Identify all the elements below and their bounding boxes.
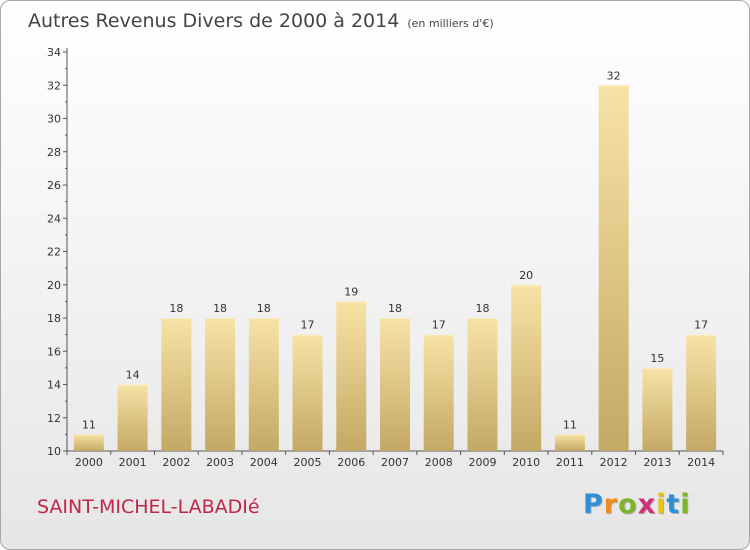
data-label: 15 <box>650 352 664 365</box>
y-tick-label: 16 <box>47 345 61 358</box>
data-label: 18 <box>475 302 489 315</box>
data-label: 20 <box>519 269 533 282</box>
bar <box>205 318 236 451</box>
logo-letter: r <box>603 489 619 520</box>
y-tick-label: 26 <box>47 179 61 192</box>
data-label: 11 <box>563 418 577 431</box>
data-label: 18 <box>213 302 227 315</box>
y-tick-label: 24 <box>47 212 61 225</box>
x-tick-label: 2009 <box>468 456 496 469</box>
logo-letter: t <box>666 489 681 520</box>
x-tick-label: 2011 <box>556 456 584 469</box>
x-tick-label: 2004 <box>250 456 278 469</box>
data-label: 18 <box>388 302 402 315</box>
data-label: 32 <box>607 69 621 82</box>
bar <box>642 367 673 451</box>
proxiti-logo: Proxiti <box>583 489 691 520</box>
bar <box>423 334 454 451</box>
x-tick-label: 2008 <box>425 456 453 469</box>
y-axis: 10 12 14 16 18 20 22 24 26 28 30 32 34 <box>47 46 68 458</box>
chart-title-block: Autres Revenus Divers de 2000 à 2014 (en … <box>28 10 494 32</box>
bar <box>554 434 585 451</box>
y-tick-label: 14 <box>47 379 61 392</box>
bar <box>336 301 367 451</box>
x-tick-label: 2013 <box>643 456 671 469</box>
bars: 11 14 18 18 18 17 19 18 17 18 20 11 32 15 17 <box>73 69 717 451</box>
bar <box>380 318 410 451</box>
logo-letter: i <box>680 489 691 520</box>
chart-title: Autres Revenus Divers de 2000 à 2014 <box>28 10 400 32</box>
y-tick-label: 18 <box>47 312 61 325</box>
bar <box>73 434 104 451</box>
data-label: 17 <box>301 319 315 332</box>
x-tick-label: 2007 <box>381 456 409 469</box>
bar <box>511 284 542 451</box>
logo-letter: o <box>618 489 638 520</box>
logo-letter: x <box>637 489 657 520</box>
logo-letter: i <box>656 489 667 520</box>
bar <box>467 318 498 451</box>
bar <box>161 318 192 451</box>
commune-name: SAINT-MICHEL-LABADIé <box>37 496 260 518</box>
x-tick-label: 2005 <box>294 456 322 469</box>
y-tick-label: 30 <box>47 113 61 126</box>
x-axis: 2000 2001 2002 2003 2004 2005 2006 2007 2008 2009… <box>66 450 724 469</box>
data-label: 14 <box>126 369 140 382</box>
y-tick-label: 28 <box>47 146 61 159</box>
y-tick-label: 12 <box>47 412 61 425</box>
data-label: 11 <box>82 418 96 431</box>
data-label: 17 <box>432 319 446 332</box>
x-tick-label: 2006 <box>337 456 365 469</box>
x-tick-label: 2003 <box>206 456 234 469</box>
logo-letter: P <box>583 489 604 520</box>
bar <box>292 334 323 451</box>
data-label: 17 <box>694 319 708 332</box>
x-tick-label: 2002 <box>162 456 190 469</box>
data-label: 18 <box>257 302 271 315</box>
bar <box>598 85 629 451</box>
data-label: 19 <box>344 285 358 298</box>
x-tick-label: 2010 <box>512 456 540 469</box>
y-tick-label: 22 <box>47 246 61 259</box>
y-tick-label: 10 <box>47 445 61 458</box>
x-tick-label: 2000 <box>75 456 103 469</box>
chart-subtitle: (en milliers d'€) <box>407 17 494 30</box>
y-tick-label: 32 <box>47 79 61 92</box>
y-tick-label: 34 <box>47 46 61 59</box>
bar <box>686 334 717 451</box>
x-tick-label: 2014 <box>687 456 715 469</box>
bar <box>248 318 279 451</box>
data-label: 18 <box>169 302 183 315</box>
x-tick-label: 2001 <box>119 456 147 469</box>
x-tick-label: 2012 <box>600 456 628 469</box>
y-tick-label: 20 <box>47 279 61 292</box>
bar <box>117 384 148 451</box>
